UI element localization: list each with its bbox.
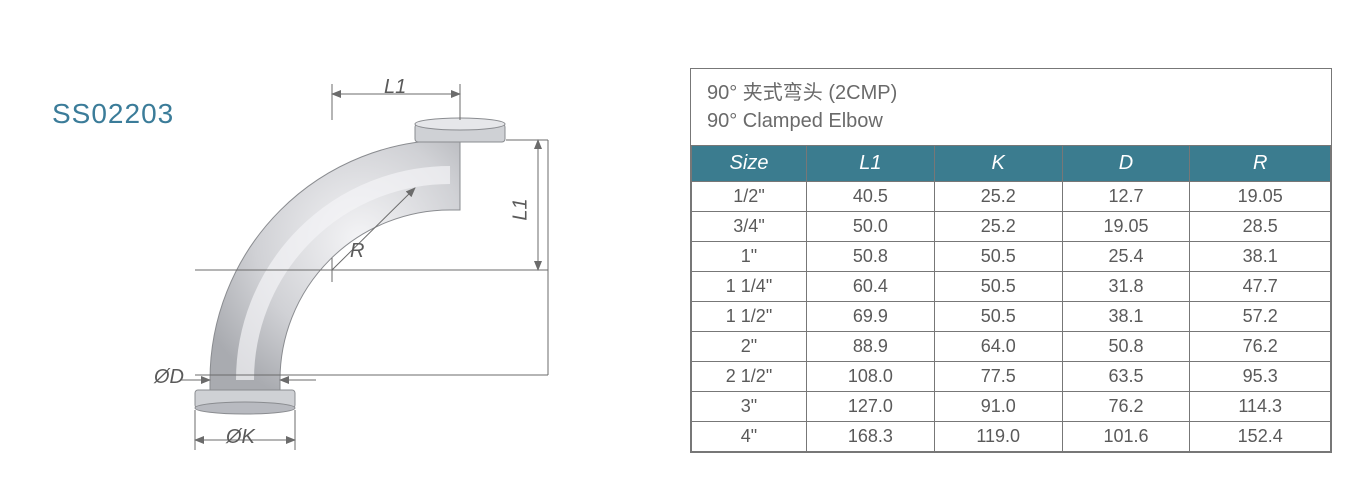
table-cell: 40.5 xyxy=(807,182,935,212)
table-row: 2 1/2"108.077.563.595.3 xyxy=(692,362,1331,392)
label-l1-right: L1 xyxy=(510,198,533,220)
table-cell: 38.1 xyxy=(1190,242,1331,272)
table-cell: 25.4 xyxy=(1062,242,1190,272)
table-cell: 3" xyxy=(692,392,807,422)
table-cell: 1 1/2" xyxy=(692,302,807,332)
table-row: 2"88.964.050.876.2 xyxy=(692,332,1331,362)
table-cell: 12.7 xyxy=(1062,182,1190,212)
table-cell: 28.5 xyxy=(1190,212,1331,242)
table-cell: 127.0 xyxy=(807,392,935,422)
table-cell: 38.1 xyxy=(1062,302,1190,332)
col-k: K xyxy=(934,146,1062,182)
title-cn: 90° 夹式弯头 (2CMP) xyxy=(707,79,1315,107)
spec-table-block: 90° 夹式弯头 (2CMP) 90° Clamped Elbow SizeL1… xyxy=(690,68,1332,453)
col-l1: L1 xyxy=(807,146,935,182)
table-cell: 101.6 xyxy=(1062,422,1190,452)
table-cell: 91.0 xyxy=(934,392,1062,422)
label-l1-top: L1 xyxy=(384,76,406,99)
table-row: 3/4"50.025.219.0528.5 xyxy=(692,212,1331,242)
label-r: R xyxy=(350,240,364,263)
label-ok: ØK xyxy=(226,426,255,449)
table-cell: 4" xyxy=(692,422,807,452)
title-en: 90° Clamped Elbow xyxy=(707,107,1315,135)
table-cell: 47.7 xyxy=(1190,272,1331,302)
table-cell: 88.9 xyxy=(807,332,935,362)
table-cell: 1/2" xyxy=(692,182,807,212)
table-cell: 60.4 xyxy=(807,272,935,302)
table-cell: 31.8 xyxy=(1062,272,1190,302)
table-cell: 69.9 xyxy=(807,302,935,332)
table-cell: 108.0 xyxy=(807,362,935,392)
table-cell: 50.0 xyxy=(807,212,935,242)
table-row: 1/2"40.525.212.719.05 xyxy=(692,182,1331,212)
table-cell: 19.05 xyxy=(1062,212,1190,242)
table-cell: 64.0 xyxy=(934,332,1062,362)
table-cell: 50.5 xyxy=(934,272,1062,302)
table-cell: 1 1/4" xyxy=(692,272,807,302)
table-cell: 2 1/2" xyxy=(692,362,807,392)
spec-table: SizeL1KDR 1/2"40.525.212.719.053/4"50.02… xyxy=(691,145,1331,452)
table-cell: 152.4 xyxy=(1190,422,1331,452)
table-row: 1 1/2"69.950.538.157.2 xyxy=(692,302,1331,332)
col-size: Size xyxy=(692,146,807,182)
table-cell: 114.3 xyxy=(1190,392,1331,422)
col-r: R xyxy=(1190,146,1331,182)
table-cell: 2" xyxy=(692,332,807,362)
table-title-area: 90° 夹式弯头 (2CMP) 90° Clamped Elbow xyxy=(691,69,1331,145)
table-cell: 50.8 xyxy=(807,242,935,272)
table-cell: 19.05 xyxy=(1190,182,1331,212)
table-cell: 77.5 xyxy=(934,362,1062,392)
table-cell: 63.5 xyxy=(1062,362,1190,392)
table-row: 3"127.091.076.2114.3 xyxy=(692,392,1331,422)
table-cell: 50.5 xyxy=(934,242,1062,272)
table-cell: 57.2 xyxy=(1190,302,1331,332)
elbow-diagram: L1 L1 R ØD ØK xyxy=(180,80,660,460)
table-row: 1"50.850.525.438.1 xyxy=(692,242,1331,272)
table-row: 1 1/4"60.450.531.847.7 xyxy=(692,272,1331,302)
table-cell: 76.2 xyxy=(1062,392,1190,422)
table-cell: 50.5 xyxy=(934,302,1062,332)
label-od: ØD xyxy=(154,366,184,389)
table-row: 4"168.3119.0101.6152.4 xyxy=(692,422,1331,452)
table-cell: 76.2 xyxy=(1190,332,1331,362)
table-cell: 1" xyxy=(692,242,807,272)
col-d: D xyxy=(1062,146,1190,182)
table-cell: 119.0 xyxy=(934,422,1062,452)
table-cell: 3/4" xyxy=(692,212,807,242)
table-cell: 168.3 xyxy=(807,422,935,452)
table-cell: 95.3 xyxy=(1190,362,1331,392)
table-cell: 25.2 xyxy=(934,212,1062,242)
table-cell: 25.2 xyxy=(934,182,1062,212)
table-cell: 50.8 xyxy=(1062,332,1190,362)
part-code: SS02203 xyxy=(52,98,174,130)
